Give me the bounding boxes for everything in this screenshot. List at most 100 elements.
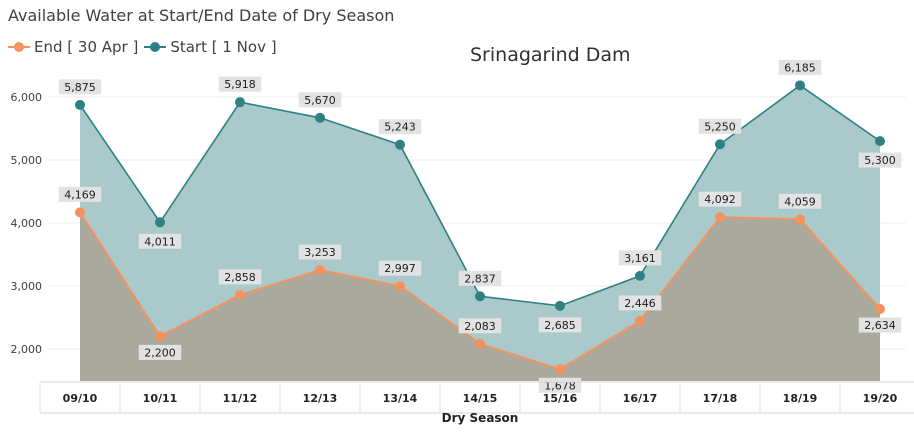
x-category-label: 17/18	[703, 392, 738, 405]
start-data-label: 4,011	[138, 233, 182, 249]
start-data-label-bg	[458, 270, 502, 286]
y-tick-label: 6,000	[11, 91, 43, 104]
start-data-label: 5,250	[698, 118, 742, 134]
start-point[interactable]	[475, 291, 485, 302]
chart-title: Srinagarind Dam	[470, 44, 631, 66]
end-data-label-bg	[858, 317, 902, 333]
start-point[interactable]	[75, 99, 85, 110]
start-data-label-bg	[138, 233, 182, 249]
start-data-label-text: 5,300	[864, 154, 896, 167]
start-data-label-bg	[378, 119, 422, 135]
end-data-label: 1,678	[538, 377, 582, 393]
end-data-label-text: 2,997	[384, 262, 416, 275]
legend-item-end[interactable]: End [ 30 Apr ]	[8, 38, 138, 56]
start-data-label-text: 6,185	[784, 61, 816, 74]
end-data-label: 2,446	[618, 295, 662, 311]
series-points[interactable]	[75, 80, 885, 375]
end-point[interactable]	[235, 289, 245, 300]
end-point[interactable]	[155, 331, 165, 342]
y-tick-label: 5,000	[11, 154, 43, 167]
start-data-label-bg	[58, 79, 102, 95]
start-data-label: 5,918	[218, 76, 262, 92]
start-data-label-text: 5,670	[304, 94, 336, 107]
x-category-label: 12/13	[303, 392, 338, 405]
legend-marker-start-icon	[144, 40, 167, 54]
start-data-label-text: 3,161	[624, 252, 656, 265]
legend-item-start[interactable]: Start [ 1 Nov ]	[144, 38, 277, 56]
start-point[interactable]	[555, 300, 565, 311]
start-point[interactable]	[635, 270, 645, 281]
x-category-label: 10/11	[143, 392, 178, 405]
start-data-label: 5,300	[858, 152, 902, 168]
start-data-label-text: 5,243	[384, 121, 416, 134]
end-data-label: 2,083	[458, 318, 502, 334]
x-category-label: 19/20	[863, 392, 898, 405]
y-axis: 2,000 3,000 4,000 5,000 6,000	[11, 91, 43, 356]
start-data-label-text: 5,875	[64, 81, 96, 94]
x-category-label: 16/17	[623, 392, 658, 405]
start-data-label: 2,837	[458, 270, 502, 286]
end-data-label: 2,858	[218, 269, 262, 285]
end-point[interactable]	[75, 207, 85, 218]
x-axis: 09/10 10/11 11/12 12/13 13/14 14/15 15/16 16/17…	[39, 381, 914, 414]
start-data-label-text: 4,011	[144, 235, 176, 248]
end-data-label-text: 2,083	[464, 320, 496, 333]
end-data-label: 3,253	[298, 244, 342, 260]
end-point[interactable]	[395, 281, 405, 292]
start-data-label-text: 5,918	[224, 78, 256, 91]
start-data-label-bg	[778, 59, 822, 75]
start-data-label-bg	[698, 118, 742, 134]
start-data-label: 6,185	[778, 59, 822, 75]
end-data-label-bg	[698, 191, 742, 207]
end-series-area	[80, 212, 880, 381]
end-data-label-bg	[458, 318, 502, 334]
start-data-label-text: 5,250	[704, 120, 736, 133]
legend-label-start: Start [ 1 Nov ]	[170, 38, 277, 56]
x-category-label: 09/10	[63, 392, 98, 405]
start-point[interactable]	[875, 136, 885, 147]
end-area	[80, 212, 880, 381]
start-data-label-text: 2,685	[544, 319, 576, 332]
end-data-label-text: 3,253	[304, 246, 336, 259]
start-point[interactable]	[395, 139, 405, 150]
end-point[interactable]	[795, 214, 805, 225]
end-data-label-bg	[138, 344, 182, 360]
end-point[interactable]	[635, 315, 645, 326]
end-data-label-text: 2,858	[224, 271, 256, 284]
end-point[interactable]	[555, 364, 565, 375]
legend: End [ 30 Apr ] Start [ 1 Nov ]	[8, 37, 283, 57]
end-data-label-text: 2,200	[144, 346, 176, 359]
end-data-label-bg	[58, 186, 102, 202]
start-data-label: 5,670	[298, 92, 342, 108]
start-data-label: 3,161	[618, 250, 662, 266]
end-data-label: 2,997	[378, 260, 422, 276]
legend-marker-end-icon	[8, 40, 30, 54]
end-data-label: 4,059	[778, 193, 822, 209]
start-data-label-bg	[858, 152, 902, 168]
end-point[interactable]	[875, 304, 885, 315]
end-data-label: 2,200	[138, 344, 182, 360]
x-axis-title: Dry Season	[442, 411, 519, 425]
start-data-label-bg	[298, 92, 342, 108]
start-data-label: 2,685	[538, 317, 582, 333]
start-data-label-bg	[618, 250, 662, 266]
start-data-label-text: 2,837	[464, 272, 496, 285]
end-data-label-bg	[618, 295, 662, 311]
y-tick-label: 3,000	[11, 280, 43, 293]
start-data-label-bg	[538, 317, 582, 333]
legend-label-end: End [ 30 Apr ]	[34, 38, 139, 56]
end-point[interactable]	[315, 265, 325, 276]
start-point[interactable]	[235, 97, 245, 108]
end-point[interactable]	[715, 212, 725, 223]
start-point[interactable]	[795, 80, 805, 91]
start-point[interactable]	[155, 217, 165, 228]
end-data-label-text: 4,169	[64, 188, 96, 201]
start-point[interactable]	[715, 139, 725, 150]
end-data-label: 2,634	[858, 317, 902, 333]
x-category-label: 14/15	[463, 392, 498, 405]
start-point[interactable]	[315, 112, 325, 123]
end-data-label-bg	[378, 260, 422, 276]
end-point[interactable]	[475, 338, 485, 349]
x-category-label: 18/19	[783, 392, 818, 405]
